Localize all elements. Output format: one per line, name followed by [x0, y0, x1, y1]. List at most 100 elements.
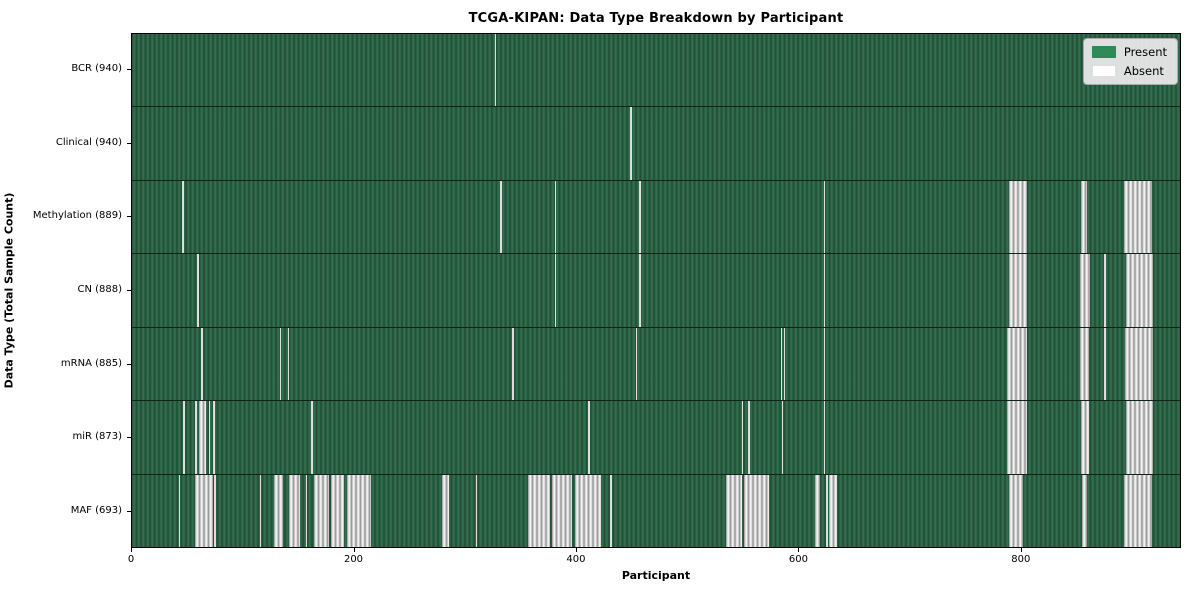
absent-segment — [1124, 180, 1152, 254]
absent-segment — [1125, 327, 1154, 401]
y-tick-mark — [127, 437, 131, 439]
absent-segment — [635, 327, 638, 401]
legend-entry: Absent — [1091, 64, 1167, 78]
heatmap-row-mrna — [132, 327, 1180, 402]
absent-segment — [1126, 401, 1154, 474]
absent-segment — [1081, 474, 1088, 547]
absent-segment — [823, 254, 826, 327]
absent-segment — [196, 254, 199, 327]
absent-segment — [311, 401, 313, 474]
absent-segment — [823, 401, 826, 474]
absent-segment — [287, 327, 290, 401]
absent-segment — [475, 474, 478, 547]
absent-segment — [610, 474, 612, 547]
heatmap-row-cn — [132, 254, 1180, 328]
y-tick-mark — [127, 216, 131, 218]
absent-segment — [195, 401, 197, 474]
absent-segment — [1007, 401, 1028, 474]
absent-segment — [554, 254, 557, 327]
heatmap-row-mir — [132, 401, 1180, 475]
absent-segment — [500, 180, 502, 254]
x-tick-mark — [798, 548, 800, 552]
legend-label: Present — [1123, 45, 1167, 59]
absent-segment — [552, 474, 573, 547]
heatmap-row-methylation — [132, 180, 1180, 255]
absent-segment — [780, 327, 783, 401]
legend-entry: Present — [1091, 45, 1167, 59]
absent-segment — [274, 474, 284, 547]
legend-swatch-absent — [1091, 65, 1116, 77]
x-tick-label: 400 — [566, 554, 586, 565]
absent-segment — [1124, 474, 1152, 547]
absent-segment — [554, 180, 557, 254]
x-tick-label: 200 — [343, 554, 364, 565]
absent-segment — [826, 474, 828, 547]
y-tick-label: Clinical (940) — [55, 136, 122, 148]
x-tick-label: 0 — [127, 554, 135, 565]
y-tick-mark — [127, 290, 131, 291]
absent-segment — [259, 474, 262, 547]
absent-segment — [182, 180, 184, 254]
absent-segment — [748, 401, 750, 474]
plot-area — [131, 33, 1181, 548]
legend-swatch-present — [1091, 46, 1116, 58]
absent-segment — [1079, 254, 1090, 327]
absent-segment — [588, 401, 590, 474]
absent-segment — [178, 474, 181, 547]
absent-segment — [346, 474, 372, 547]
absent-segment — [1080, 401, 1089, 474]
absent-segment — [639, 180, 641, 254]
absent-segment — [305, 474, 308, 547]
absent-segment — [726, 474, 742, 547]
absent-segment — [442, 474, 449, 547]
absent-segment — [331, 474, 345, 547]
legend-label: Absent — [1123, 64, 1164, 78]
y-tick-mark — [127, 510, 131, 512]
absent-segment — [195, 474, 214, 547]
y-tick-label: BCR (940) — [71, 63, 122, 75]
y-tick-mark — [127, 142, 131, 144]
absent-segment — [1104, 327, 1106, 401]
absent-segment — [1007, 327, 1028, 401]
absent-segment — [823, 327, 826, 401]
heatmap-row-clinical — [132, 107, 1180, 181]
absent-segment — [1008, 474, 1023, 547]
x-axis-label: Participant — [621, 569, 691, 582]
absent-segment — [1008, 254, 1028, 327]
y-tick-label: mRNA (885) — [60, 357, 122, 369]
x-tick-mark — [1020, 548, 1022, 552]
y-axis-label: Data Type (Total Sample Count) — [2, 192, 16, 389]
absent-segment — [208, 401, 211, 474]
y-tick-label: Methylation (889) — [32, 210, 122, 222]
absent-segment — [512, 327, 514, 401]
absent-segment — [528, 474, 551, 547]
absent-segment — [1079, 327, 1089, 401]
absent-segment — [639, 254, 641, 327]
x-tick-mark — [131, 548, 132, 552]
absent-segment — [630, 107, 632, 180]
x-tick-mark — [353, 548, 355, 552]
absent-segment — [213, 401, 215, 474]
y-tick-mark — [127, 363, 131, 365]
heatmap-row-maf — [132, 474, 1180, 547]
absent-segment — [1008, 180, 1028, 254]
absent-segment — [829, 474, 838, 547]
chart-title: TCGA-KIPAN: Data Type Breakdown by Parti… — [468, 11, 844, 26]
absent-segment — [814, 474, 821, 547]
absent-segment — [183, 401, 185, 474]
absent-segment — [781, 401, 784, 474]
absent-segment — [1104, 254, 1106, 327]
absent-segment — [823, 180, 826, 254]
absent-segment — [1126, 254, 1154, 327]
absent-segment — [201, 327, 203, 401]
absent-segment — [288, 474, 300, 547]
absent-segment — [314, 474, 329, 547]
absent-segment — [783, 327, 786, 401]
heatmap-row-bcr — [132, 34, 1180, 108]
x-tick-mark — [575, 548, 577, 552]
absent-segment — [198, 401, 207, 474]
y-tick-mark — [127, 69, 131, 71]
absent-segment — [1080, 180, 1088, 254]
absent-segment — [494, 34, 497, 107]
